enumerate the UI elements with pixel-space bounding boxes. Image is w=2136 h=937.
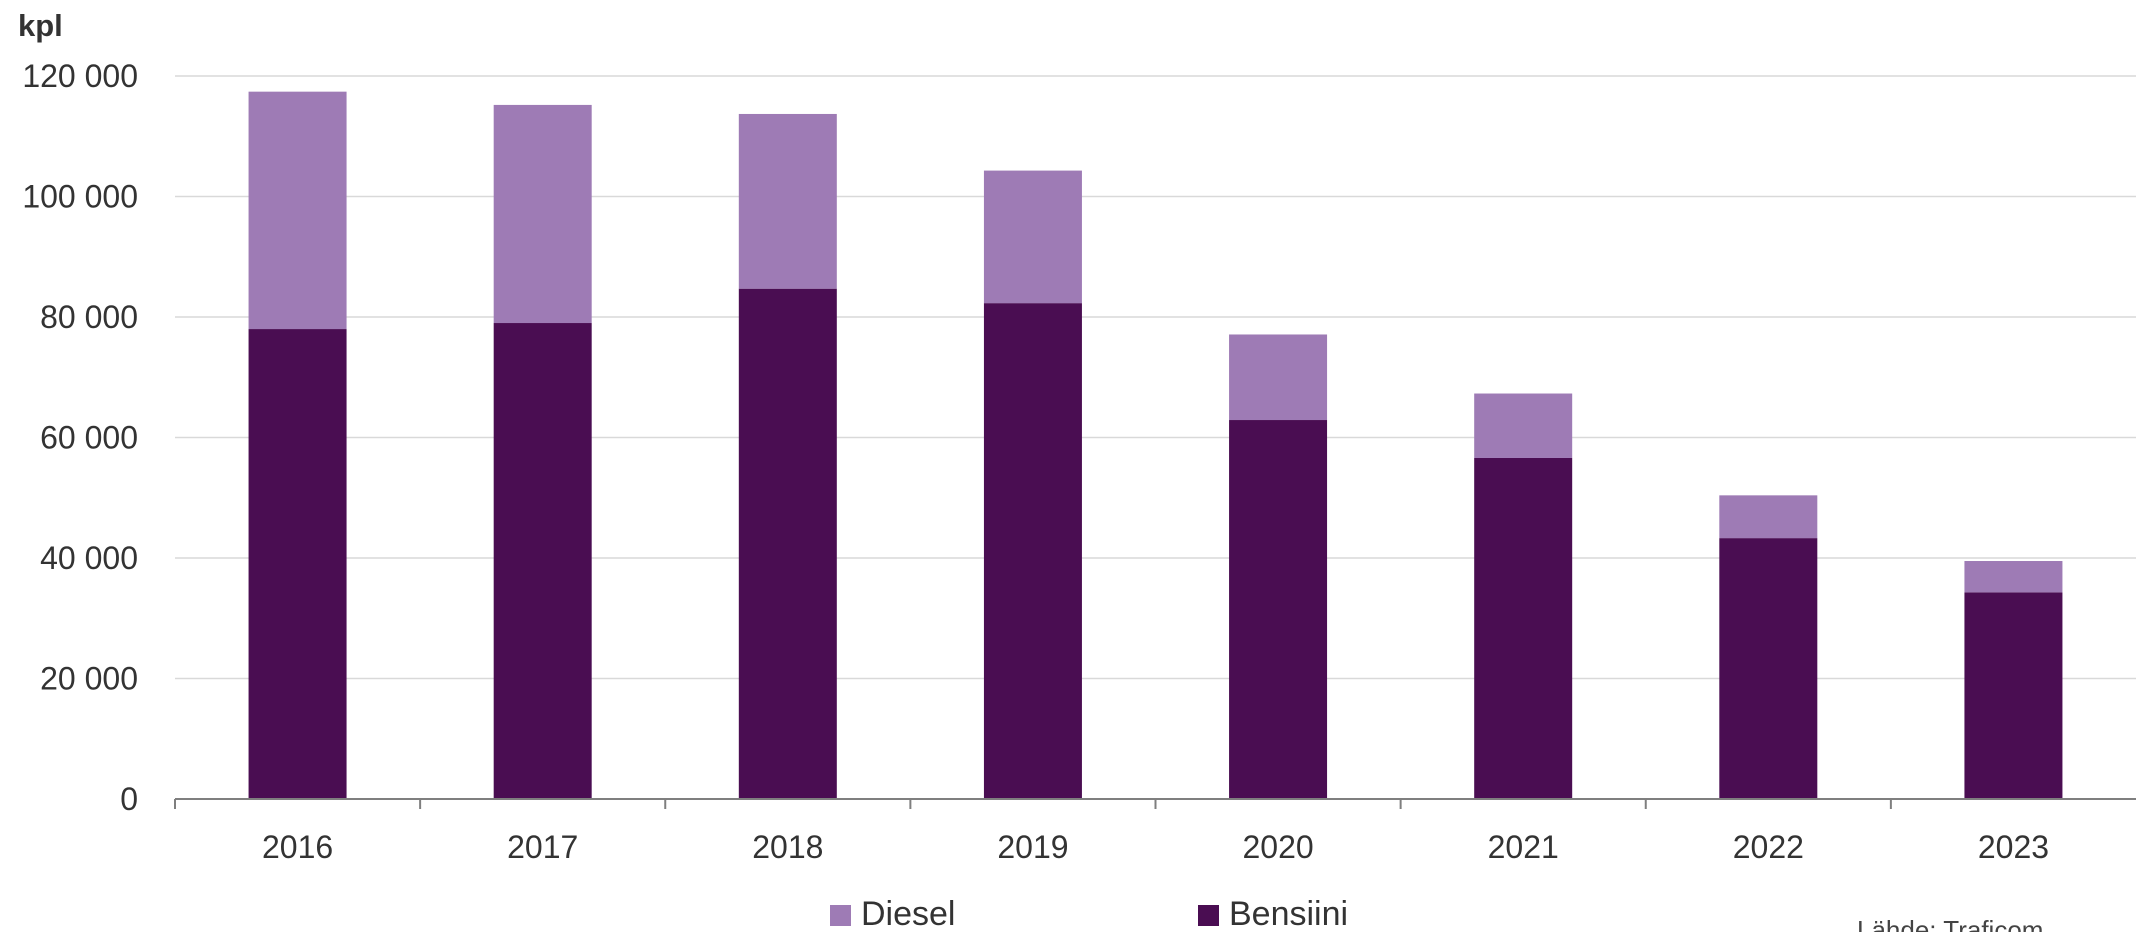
gridlines bbox=[175, 75, 2136, 680]
bar-bensiini-2017 bbox=[493, 323, 592, 799]
bar-diesel-2019 bbox=[983, 170, 1082, 304]
bar-diesel-2021 bbox=[1474, 393, 1573, 458]
y-tick-label: 40 000 bbox=[40, 540, 138, 576]
bar-bensiini-2020 bbox=[1229, 420, 1328, 799]
bar-bensiini-2022 bbox=[1719, 538, 1818, 799]
x-tick-label: 2023 bbox=[1978, 829, 2049, 865]
x-tick-label: 2020 bbox=[1242, 829, 1313, 865]
x-tick-label: 2022 bbox=[1733, 829, 1804, 865]
y-tick-label: 120 000 bbox=[22, 58, 138, 94]
bars bbox=[248, 91, 2063, 799]
bar-diesel-2017 bbox=[493, 104, 592, 324]
y-tick-label: 0 bbox=[120, 781, 138, 817]
bar-diesel-2016 bbox=[248, 91, 347, 330]
x-axis: 2016 2017 2018 2019 2020 2021 2022 2023 bbox=[174, 798, 2136, 865]
bar-bensiini-2016 bbox=[248, 329, 347, 799]
legend: Diesel Bensiini bbox=[830, 895, 1348, 933]
y-axis-unit-label: kpl bbox=[18, 8, 63, 43]
bar-bensiini-2023 bbox=[1964, 592, 2063, 799]
x-tick-label: 2021 bbox=[1488, 829, 1559, 865]
source-note: Lähde: Traficom bbox=[1857, 915, 2043, 932]
bar-bensiini-2018 bbox=[738, 288, 837, 799]
x-tick-label: 2018 bbox=[752, 829, 823, 865]
legend-label-diesel: Diesel bbox=[861, 895, 955, 932]
x-tick-label: 2019 bbox=[997, 829, 1068, 865]
y-tick-label: 100 000 bbox=[22, 179, 138, 215]
x-tick-label: 2017 bbox=[507, 829, 578, 865]
y-tick-label: 20 000 bbox=[40, 661, 138, 697]
bar-diesel-2022 bbox=[1719, 495, 1818, 539]
y-tick-label: 80 000 bbox=[40, 299, 138, 335]
bar-diesel-2018 bbox=[738, 113, 837, 289]
legend-label-bensiini: Bensiini bbox=[1229, 895, 1348, 932]
bar-bensiini-2019 bbox=[983, 303, 1082, 799]
y-tick-label: 60 000 bbox=[40, 420, 138, 456]
legend-swatch-bensiini bbox=[1198, 905, 1219, 926]
y-axis-ticks: 0 20 000 40 000 60 000 80 000 100 000 120 000 bbox=[22, 58, 138, 817]
bar-bensiini-2021 bbox=[1474, 457, 1573, 799]
x-tick-label: 2016 bbox=[262, 829, 333, 865]
legend-swatch-diesel bbox=[830, 905, 851, 926]
bar-diesel-2023 bbox=[1964, 561, 2063, 593]
bar-diesel-2020 bbox=[1229, 334, 1328, 421]
